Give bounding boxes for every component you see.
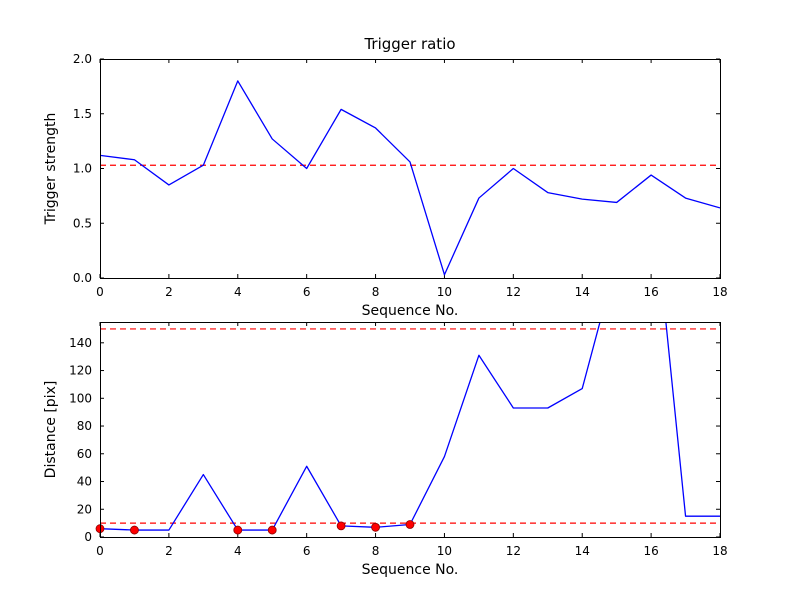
chart-title: Trigger ratio <box>363 35 455 53</box>
x-tick-label: 12 <box>506 544 521 558</box>
trigger-strength-series-line <box>100 80 720 276</box>
y-tick-label: 0 <box>84 530 92 544</box>
x-tick-label: 14 <box>575 544 590 558</box>
x-tick-label: 2 <box>165 285 173 299</box>
x-tick-label: 0 <box>96 544 104 558</box>
y-tick-label: 0.5 <box>73 216 92 230</box>
x-tick-label: 4 <box>234 285 242 299</box>
below-threshold-marker <box>336 521 346 531</box>
x-tick-label: 6 <box>303 285 311 299</box>
x-tick-label: 16 <box>643 544 658 558</box>
axes-frame <box>100 322 721 538</box>
x-tick-label: 14 <box>575 285 590 299</box>
below-threshold-marker <box>405 520 415 529</box>
y-tick-label: 60 <box>77 447 92 461</box>
y-tick-label: 20 <box>77 502 92 516</box>
x-tick-label: 0 <box>96 285 104 299</box>
distance-series-line <box>100 322 720 531</box>
below-threshold-marker <box>371 522 380 532</box>
x-tick-label: 12 <box>506 285 521 299</box>
x-axis-label: Sequence No. <box>362 303 459 319</box>
y-tick-label: 80 <box>77 419 92 433</box>
y-axis-label: Trigger strength <box>43 113 59 226</box>
y-tick-label: 120 <box>69 364 92 378</box>
x-tick-label: 8 <box>372 285 380 299</box>
x-tick-label: 18 <box>712 544 727 558</box>
axes-frame <box>100 59 721 279</box>
x-tick-label: 10 <box>437 544 452 558</box>
below-threshold-marker <box>233 525 243 535</box>
y-tick-label: 1.5 <box>73 107 92 121</box>
y-tick-label: 1.0 <box>73 162 92 176</box>
x-tick-label: 6 <box>303 544 311 558</box>
y-tick-label: 0.0 <box>73 271 92 285</box>
y-axis-label: Distance [pix] <box>43 381 59 479</box>
x-tick-label: 18 <box>712 285 727 299</box>
below-threshold-marker <box>130 525 139 535</box>
y-tick-label: 100 <box>69 391 92 405</box>
x-tick-label: 4 <box>234 544 242 558</box>
x-tick-label: 10 <box>437 285 452 299</box>
x-tick-label: 2 <box>165 544 173 558</box>
x-axis-label: Sequence No. <box>362 562 459 578</box>
x-tick-label: 8 <box>372 544 380 558</box>
below-threshold-marker <box>267 525 277 535</box>
y-tick-label: 40 <box>77 475 92 489</box>
y-tick-label: 140 <box>69 336 92 350</box>
x-tick-label: 16 <box>643 285 658 299</box>
y-tick-label: 2.0 <box>73 52 92 66</box>
